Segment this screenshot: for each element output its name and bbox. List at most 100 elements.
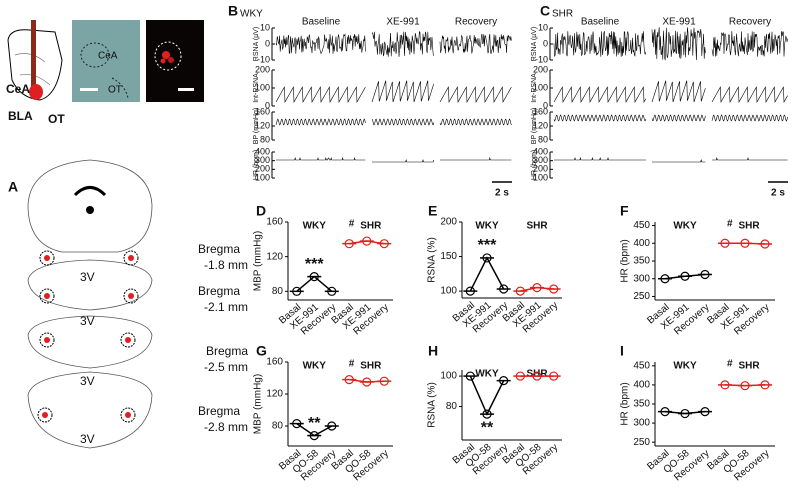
group-label: SHR (360, 221, 382, 232)
row-label: Int-RSNA (531, 73, 538, 103)
y-tick-label: 450 (633, 220, 650, 231)
bregma-label: Bregma (198, 242, 240, 256)
condition-label: Recovery (729, 17, 771, 28)
panel-letter: H (428, 343, 438, 359)
condition-label: XE-991 (386, 17, 420, 28)
row-tick-label: 120 (533, 120, 548, 130)
condition-label: XE-991 (662, 17, 696, 28)
group-label: SHR (360, 361, 382, 372)
row-tick-label: 0 (265, 100, 270, 110)
row-tick-label: 300 (255, 155, 270, 165)
y-tick-label: 250 (633, 437, 650, 448)
panel-letter: A (8, 179, 18, 195)
group-mark: # (727, 219, 733, 230)
row-tick-label: 300 (533, 155, 548, 165)
condition-label: Recovery (455, 17, 497, 28)
strain-label: SHR (552, 9, 573, 20)
bregma-label: Bregma (206, 344, 248, 358)
scale-label: 2 s (495, 188, 509, 199)
trace (711, 31, 788, 57)
group-label: SHR (738, 361, 760, 372)
region-label: CeA (6, 82, 30, 96)
region-label: BLA (8, 109, 33, 123)
group-mark: # (349, 219, 355, 230)
row-label: BP (mmHg) (531, 108, 538, 144)
y-tick-label: 160 (266, 357, 283, 368)
y-tick-label: 80 (272, 421, 284, 432)
trace (712, 156, 788, 161)
row-label: BP (mmHg) (253, 108, 260, 144)
strain-label: WKY (240, 9, 263, 20)
group-mark: # (727, 359, 733, 370)
bregma-label: Bregma (198, 284, 240, 298)
row-tick-label: 0 (543, 38, 548, 48)
bregma-level: -2.5 mm (204, 360, 248, 374)
y-tick-label: 400 (633, 238, 650, 249)
significance: *** (305, 256, 324, 273)
trace (651, 80, 706, 103)
row-tick-label: 160 (255, 106, 270, 116)
section-label: 3V (80, 314, 95, 328)
group-label: WKY (673, 361, 697, 372)
row-tick-label: 10 (538, 22, 548, 32)
y-tick-label: 100 (440, 286, 457, 297)
trace (371, 80, 435, 103)
group-label: SHR (526, 369, 548, 380)
panel-letter: D (256, 203, 266, 219)
y-tick-label: 350 (633, 256, 650, 267)
trace (275, 33, 366, 55)
row-tick-label: 100 (255, 172, 270, 182)
bregma-level: -2.1 mm (204, 300, 248, 314)
row-tick-label: 200 (255, 164, 270, 174)
row-tick-label: 0 (265, 38, 270, 48)
group-label: WKY (673, 221, 697, 232)
y-tick-label: 400 (633, 380, 650, 391)
trace (439, 118, 512, 126)
trace (651, 27, 706, 61)
trace (553, 114, 647, 122)
row-tick-label: -10 (257, 54, 270, 64)
y-tick-label: 120 (266, 251, 283, 262)
y-tick-label: 80 (446, 401, 458, 412)
trace (711, 114, 788, 122)
row-tick-label: 160 (533, 106, 548, 116)
section-label: 3V (80, 374, 95, 388)
trace (439, 33, 512, 54)
row-tick-label: 0 (543, 100, 548, 110)
series-line (469, 256, 505, 292)
group-label: WKY (475, 221, 499, 232)
row-tick-label: 200 (533, 164, 548, 174)
panel-letter: F (620, 203, 629, 219)
y-tick-label: 100 (440, 371, 457, 382)
row-label: HR (bpm) (253, 150, 260, 180)
y-tick-label: 450 (633, 360, 650, 371)
y-axis-label: HR (bpm) (620, 382, 631, 425)
y-tick-label: 120 (266, 389, 283, 400)
condition-label: Baseline (302, 17, 341, 28)
group-label: SHR (738, 221, 760, 232)
trace (275, 118, 366, 126)
y-axis-label: MBP (mmHg) (253, 231, 264, 291)
group-label: WKY (475, 369, 499, 380)
region-label: OT (48, 112, 65, 126)
image-label: OT (108, 85, 122, 96)
row-label: HR (bpm) (531, 150, 538, 180)
y-tick-label: 150 (440, 251, 457, 262)
y-axis-label: RSNA (%) (427, 382, 438, 428)
group-mark: # (349, 359, 355, 370)
y-tick-label: 350 (633, 399, 650, 410)
series-line (296, 275, 333, 292)
bregma-label: Bregma (198, 404, 240, 418)
trace (276, 156, 366, 161)
group-label: WKY (303, 221, 327, 232)
significance: *** (478, 237, 497, 254)
y-tick-label: 300 (633, 418, 650, 429)
significance: ** (481, 419, 494, 436)
bregma-level: -2.8 mm (204, 420, 248, 434)
image-label: CeA (98, 51, 118, 62)
series-line (469, 375, 505, 416)
row-tick-label: 80 (538, 134, 548, 144)
group-label: WKY (303, 361, 327, 372)
y-axis-label: MBP (mmHg) (253, 374, 264, 434)
